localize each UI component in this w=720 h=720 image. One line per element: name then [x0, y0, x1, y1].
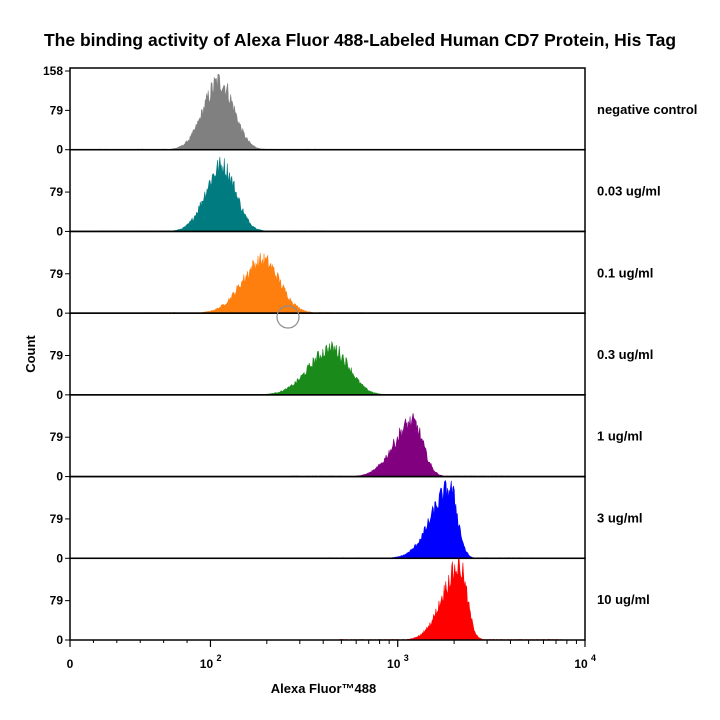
y-tick-label-4-1: 0 — [56, 388, 63, 402]
y-tick-label-3-0: 79 — [50, 267, 64, 281]
histogram-3 — [140, 253, 366, 314]
histogram-4 — [210, 341, 436, 396]
x-tick-label-3: 10 — [574, 657, 588, 671]
y-tick-label-5-1: 0 — [56, 470, 63, 484]
y-tick-label-4-0: 79 — [50, 349, 64, 363]
series-label-3: 0.1 ug/ml — [597, 265, 653, 280]
panel-frame-1 — [69, 67, 586, 151]
series-label-6: 3 ug/ml — [597, 510, 643, 525]
panel-frame-3 — [69, 230, 586, 314]
y-tick-label-6-1: 0 — [56, 551, 63, 565]
x-tick-label-1: 10 — [200, 657, 214, 671]
y-tick-label-3-1: 0 — [56, 306, 63, 320]
panel-frame-7 — [69, 557, 586, 641]
histogram-2 — [99, 156, 325, 232]
x-axis-label: Alexa Fluor™488 — [271, 681, 377, 696]
cursor-circle-icon — [276, 305, 300, 329]
histogram-7 — [337, 558, 564, 641]
y-axis-label: Count — [23, 335, 38, 373]
panel-frame-5 — [69, 394, 586, 478]
x-tick-exponent-2: 3 — [404, 653, 409, 663]
x-tick-exponent-3: 4 — [591, 653, 596, 663]
panel-frame-6 — [69, 475, 586, 560]
y-tick-label-2-1: 0 — [56, 224, 63, 238]
series-label-5: 1 ug/ml — [597, 429, 643, 444]
y-tick-label-7-0: 79 — [50, 594, 64, 608]
x-tick-label-2: 10 — [387, 657, 401, 671]
y-tick-label-6-0: 79 — [50, 512, 64, 526]
y-tick-label-1-2: 0 — [56, 143, 63, 157]
series-label-1: negative control — [597, 102, 697, 117]
y-tick-label-2-0: 79 — [50, 185, 64, 199]
x-tick-label-0: 0 — [67, 657, 74, 671]
series-label-7: 10 ug/ml — [597, 592, 650, 607]
panel-frame-2 — [69, 148, 586, 233]
y-tick-label-7-1: 0 — [56, 633, 63, 647]
histogram-5 — [290, 413, 516, 477]
y-tick-label-1-0: 158 — [43, 64, 63, 78]
series-label-4: 0.3 ug/ml — [597, 347, 653, 362]
histogram-1 — [97, 73, 323, 151]
series-label-2: 0.03 ug/ml — [597, 184, 661, 199]
y-tick-label-5-0: 79 — [50, 430, 64, 444]
y-tick-label-1-1: 79 — [50, 103, 64, 117]
chart-title: The binding activity of Alexa Fluor 488-… — [43, 30, 677, 50]
histogram-6 — [328, 479, 554, 559]
x-tick-exponent-1: 2 — [216, 653, 221, 663]
